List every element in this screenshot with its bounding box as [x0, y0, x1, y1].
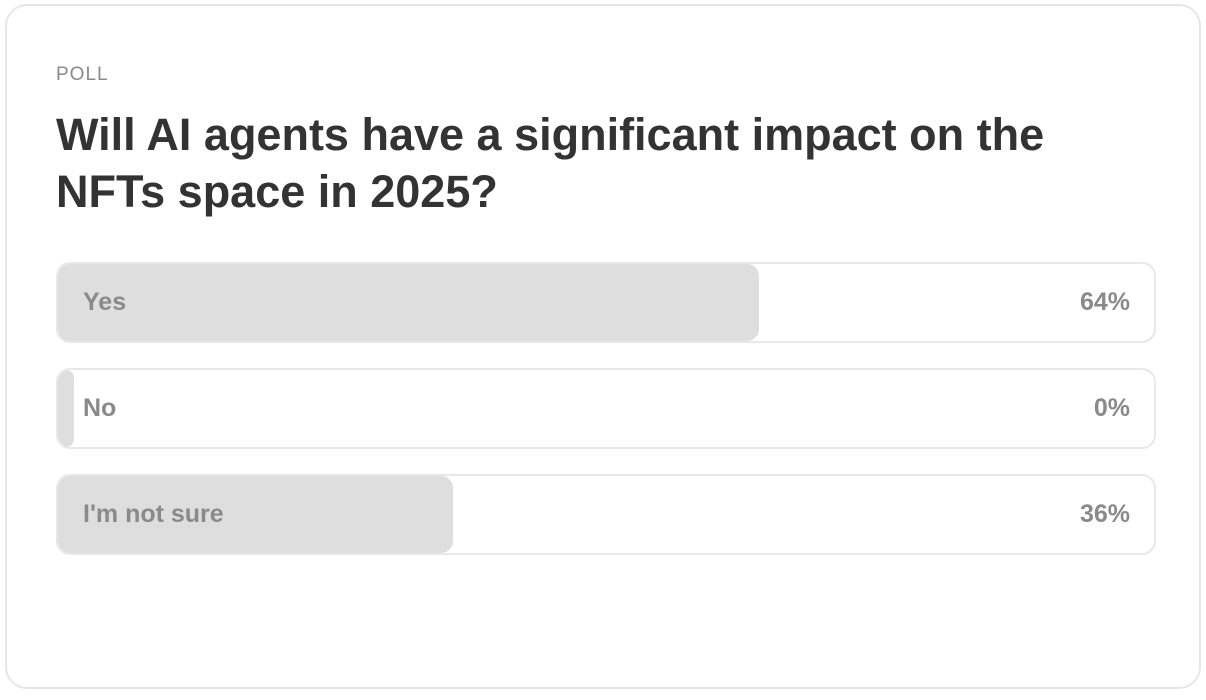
poll-option[interactable]: No 0% — [56, 368, 1156, 449]
option-percent: 36% — [1079, 500, 1130, 528]
option-percent: 0% — [1093, 394, 1130, 422]
option-percent: 64% — [1079, 288, 1130, 316]
result-bar — [58, 476, 453, 553]
result-bar — [58, 370, 74, 447]
poll-option[interactable]: Yes 64% — [56, 262, 1156, 343]
poll-options: Yes 64% No 0% I'm not sure 36% — [56, 262, 1156, 580]
poll-option[interactable]: I'm not sure 36% — [56, 474, 1156, 555]
option-label: Yes — [83, 288, 127, 316]
poll-card: POLL Will AI agents have a significant i… — [5, 4, 1201, 689]
poll-question: Will AI agents have a significant impact… — [56, 109, 1045, 217]
poll-kicker: POLL — [56, 64, 109, 85]
result-bar — [58, 264, 760, 341]
option-label: No — [83, 394, 117, 422]
option-label: I'm not sure — [83, 500, 224, 528]
